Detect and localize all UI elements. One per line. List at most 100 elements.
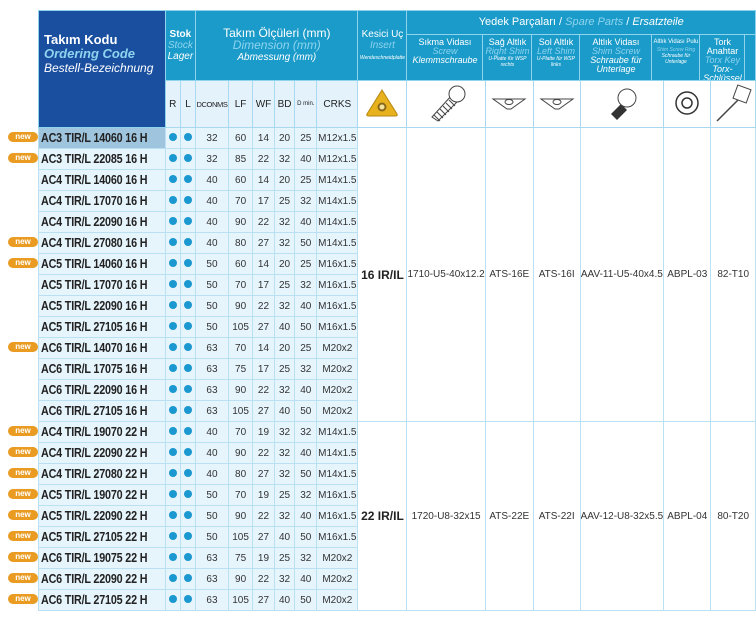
ordering-code[interactable]: AC5 TIR/L 27105 22 H: [41, 530, 148, 544]
ordering-code-cell[interactable]: AC3 TIR/L 22085 16 H: [38, 148, 166, 170]
ordering-code-cell[interactable]: AC6 TIR/L 14070 16 H: [38, 337, 166, 359]
ordering-code-cell[interactable]: AC6 TIR/L 17075 16 H: [38, 358, 166, 380]
table-row[interactable]: AC3 TIR/L 14060 16 H 32 60 14 20 25 M12x1.5 16 …: [38, 127, 756, 422]
table-row[interactable]: AC6 TIR/L 17075 16 H 63 75 17 25 32 M20x2: [38, 358, 756, 380]
header-en: Screw: [432, 46, 458, 56]
stock-r: [164, 463, 181, 485]
ordering-code-cell[interactable]: AC5 TIR/L 19070 22 H: [38, 484, 166, 506]
dimension-cell: 60: [227, 127, 254, 149]
ordering-code[interactable]: AC6 TIR/L 22090 22 H: [41, 572, 148, 586]
in-stock-dot-icon: [184, 447, 192, 456]
ordering-code[interactable]: AC4 TIR/L 22090 16 H: [41, 215, 148, 229]
table-row[interactable]: AC6 TIR/L 27105 16 H 63 105 27 40 50 M20x2: [38, 400, 756, 422]
ordering-code-cell[interactable]: AC5 TIR/L 22090 16 H: [38, 295, 166, 317]
ordering-code[interactable]: AC4 TIR/L 17070 16 H: [41, 194, 148, 208]
ordering-code-cell[interactable]: AC4 TIR/L 17070 16 H: [38, 190, 166, 212]
dimension-cell: M16x1.5: [316, 274, 359, 296]
ordering-code[interactable]: AC5 TIR/L 14060 16 H: [41, 257, 148, 271]
ordering-code[interactable]: AC6 TIR/L 27105 22 H: [41, 593, 148, 607]
spare-part-cell: ATS-16E: [484, 127, 534, 422]
dimension-cell: M14x1.5: [316, 232, 359, 254]
ordering-code-cell[interactable]: AC5 TIR/L 27105 16 H: [38, 316, 166, 338]
table-row[interactable]: AC5 TIR/L 19070 22 H 50 70 19 25 32 M16x1.5: [38, 484, 756, 506]
ordering-code-cell[interactable]: AC3 TIR/L 14060 16 H: [38, 127, 166, 149]
dimension-cell: 25: [273, 547, 296, 569]
ordering-code[interactable]: AC4 TIR/L 14060 16 H: [41, 173, 148, 187]
ordering-code-cell[interactable]: AC6 TIR/L 19075 22 H: [38, 547, 166, 569]
ordering-code-cell[interactable]: AC6 TIR/L 27105 22 H: [38, 589, 166, 611]
table-row[interactable]: AC5 TIR/L 27105 22 H 50 105 27 40 50 M16x1.5: [38, 526, 756, 548]
dimension-cell: 27: [252, 589, 275, 611]
stock-r: [164, 484, 181, 506]
ordering-code-cell[interactable]: AC5 TIR/L 17070 16 H: [38, 274, 166, 296]
ordering-code[interactable]: AC6 TIR/L 22090 16 H: [41, 383, 148, 397]
ordering-code[interactable]: AC6 TIR/L 19075 22 H: [41, 551, 148, 565]
table-row[interactable]: AC6 TIR/L 27105 22 H 63 105 27 40 50 M20x2: [38, 589, 756, 611]
ordering-code[interactable]: AC4 TIR/L 19070 22 H: [41, 425, 148, 439]
table-row[interactable]: AC5 TIR/L 17070 16 H 50 70 17 25 32 M16x1.5: [38, 274, 756, 296]
table-row[interactable]: AC4 TIR/L 22090 22 H 40 90 22 32 40 M14x1.5: [38, 442, 756, 464]
ordering-code[interactable]: AC6 TIR/L 27105 16 H: [41, 404, 148, 418]
col-header: L: [179, 80, 197, 128]
dimension-cell: 32: [273, 442, 296, 464]
ordering-code[interactable]: AC5 TIR/L 17070 16 H: [41, 278, 148, 292]
table-row[interactable]: AC3 TIR/L 22085 16 H 32 85 22 32 40 M12x1.5: [38, 148, 756, 170]
table-row[interactable]: AC4 TIR/L 19070 22 H 40 70 19 32 32 M14x1.5 22 …: [38, 421, 756, 611]
ordering-code[interactable]: AC5 TIR/L 22090 22 H: [41, 509, 148, 523]
header-de: Lager: [167, 51, 194, 62]
in-stock-dot-icon: [168, 384, 177, 393]
col-header: D min.: [294, 80, 318, 128]
ordering-code-cell[interactable]: AC4 TIR/L 19070 22 H: [38, 421, 166, 443]
ordering-code-cell[interactable]: AC6 TIR/L 22090 16 H: [38, 379, 166, 401]
stock-r: [164, 232, 181, 254]
header-en: Spare Parts: [565, 16, 624, 28]
ordering-code[interactable]: AC6 TIR/L 14070 16 H: [41, 341, 148, 355]
ordering-code-cell[interactable]: AC5 TIR/L 27105 22 H: [38, 526, 166, 548]
spare-col-header: Altlık Vidası Pulu Shim Screw Ring Schraub…: [652, 35, 701, 80]
spare-part-cell: 1720-U8-32x15: [406, 421, 486, 611]
table-row[interactable]: AC5 TIR/L 22090 16 H 50 90 22 32 40 M16x1.5: [38, 295, 756, 317]
ordering-code[interactable]: AC5 TIR/L 27105 16 H: [41, 320, 148, 334]
ordering-code-cell[interactable]: AC4 TIR/L 27080 22 H: [38, 463, 166, 485]
ordering-code-cell[interactable]: AC4 TIR/L 27080 16 H: [38, 232, 166, 254]
ordering-code-cell[interactable]: AC5 TIR/L 14060 16 H: [38, 253, 166, 275]
ordering-code-cell[interactable]: AC4 TIR/L 22090 22 H: [38, 442, 166, 464]
ordering-code-cell[interactable]: AC4 TIR/L 14060 16 H: [38, 169, 166, 191]
dimension-cell: 63: [195, 568, 229, 590]
ordering-code[interactable]: AC4 TIR/L 27080 22 H: [41, 467, 148, 481]
ordering-code-cell[interactable]: AC6 TIR/L 22090 22 H: [38, 568, 166, 590]
ordering-code-cell[interactable]: AC5 TIR/L 22090 22 H: [38, 505, 166, 527]
ordering-code[interactable]: AC4 TIR/L 22090 22 H: [41, 446, 148, 460]
header-tr: Takım Kodu: [44, 32, 118, 47]
header-tr: Sıkma Vidası: [418, 37, 472, 47]
table-row[interactable]: AC4 TIR/L 14060 16 H 40 60 14 20 25 M14x1.5: [38, 169, 756, 191]
table-row[interactable]: AC5 TIR/L 27105 16 H 50 105 27 40 50 M16x1.5: [38, 316, 756, 338]
stock-r: [164, 568, 181, 590]
in-stock-dot-icon: [168, 342, 177, 351]
ordering-code[interactable]: AC4 TIR/L 27080 16 H: [41, 236, 148, 250]
table-row[interactable]: AC5 TIR/L 22090 22 H 50 90 22 32 40 M16x1.5: [38, 505, 756, 527]
dimension-cell: 20: [273, 253, 296, 275]
dimension-cell: 105: [227, 400, 254, 422]
ordering-code-cell[interactable]: AC4 TIR/L 22090 16 H: [38, 211, 166, 233]
ordering-code-header: Takım Kodu Ordering Code Bestell-Bezeich…: [38, 10, 166, 128]
table-row[interactable]: AC4 TIR/L 27080 16 H 40 80 27 32 50 M14x1.5: [38, 232, 756, 254]
spare-col-header: Altlık Vidası Shim Screw Schraube für Unte…: [580, 35, 653, 80]
table-row[interactable]: AC6 TIR/L 19075 22 H 63 75 19 25 32 M20x2: [38, 547, 756, 569]
ordering-code[interactable]: AC5 TIR/L 22090 16 H: [41, 299, 148, 313]
table-row[interactable]: AC6 TIR/L 22090 16 H 63 90 22 32 40 M20x2: [38, 379, 756, 401]
dimension-cell: 40: [294, 211, 318, 233]
ordering-code[interactable]: AC5 TIR/L 19070 22 H: [41, 488, 148, 502]
ordering-code-cell[interactable]: AC6 TIR/L 27105 16 H: [38, 400, 166, 422]
stock-r: [164, 421, 181, 443]
stock-r: [164, 547, 181, 569]
ordering-code[interactable]: AC3 TIR/L 14060 16 H: [41, 131, 148, 145]
in-stock-dot-icon: [184, 594, 192, 603]
header-en: Left Shim: [536, 46, 575, 56]
table-row[interactable]: AC6 TIR/L 14070 16 H 63 70 14 20 25 M20x2: [38, 337, 756, 359]
ordering-code[interactable]: AC3 TIR/L 22085 16 H: [41, 152, 148, 166]
ordering-code[interactable]: AC6 TIR/L 17075 16 H: [41, 362, 148, 376]
table-row[interactable]: AC4 TIR/L 22090 16 H 40 90 22 32 40 M14x1.5: [38, 211, 756, 233]
new-badge: new: [8, 489, 38, 499]
dimension-cell: 40: [294, 148, 318, 170]
